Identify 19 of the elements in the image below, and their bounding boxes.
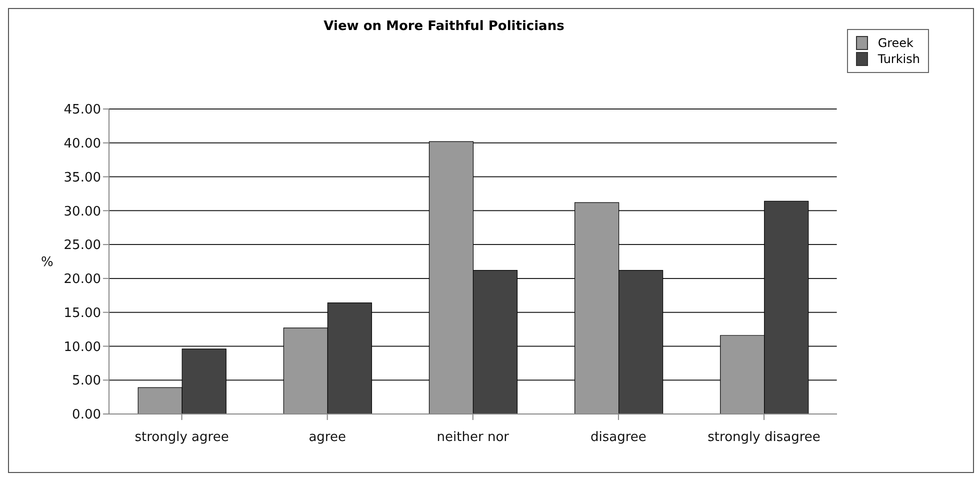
x-tick-label: disagree — [590, 430, 646, 446]
y-axis-title: % — [41, 255, 54, 270]
y-tick-label: 30.00 — [64, 204, 101, 220]
y-tick-label: 20.00 — [64, 272, 101, 288]
y-tick-label: 5.00 — [72, 374, 101, 389]
legend-label: Turkish — [878, 52, 920, 66]
x-tick-label: strongly agree — [134, 430, 229, 446]
y-tick-label: 0.00 — [72, 408, 101, 423]
chart-title: View on More Faithful Politicians — [322, 19, 566, 34]
y-tick-label: 25.00 — [64, 238, 101, 254]
y-tick-label: 40.00 — [64, 136, 101, 152]
y-tick-label: 10.00 — [64, 340, 101, 355]
y-tick-label: 15.00 — [64, 306, 101, 321]
legend-label: Greek — [878, 36, 914, 50]
x-tick-label: strongly disagree — [708, 430, 820, 446]
y-tick-label: 35.00 — [64, 170, 101, 186]
x-tick-label: agree — [308, 430, 346, 446]
x-tick-label: neither nor — [436, 430, 510, 446]
y-tick-label: 45.00 — [64, 102, 101, 118]
